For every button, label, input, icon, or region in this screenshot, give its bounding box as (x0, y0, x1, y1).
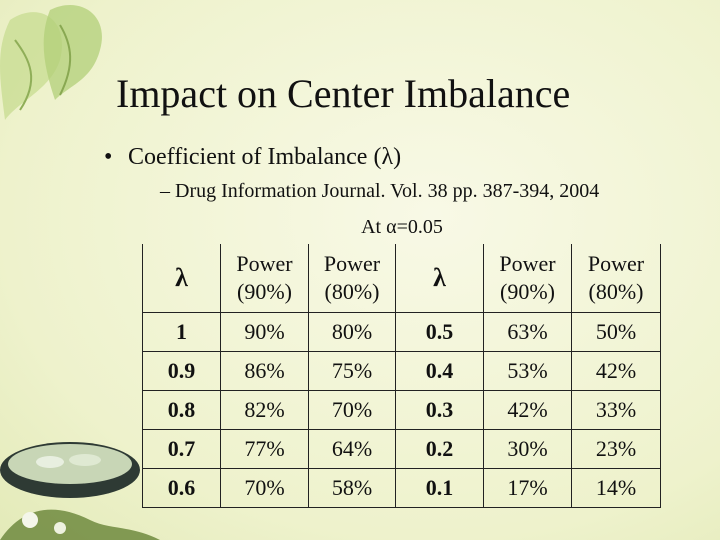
table-cell: 50% (571, 312, 661, 352)
table-cell: 42% (483, 390, 572, 430)
lambda-cell: 1 (142, 312, 221, 352)
table-cell: 70% (308, 390, 396, 430)
table-cell: 82% (220, 390, 309, 430)
header-line: Power (323, 251, 381, 276)
header-cell: Power (80%) (571, 244, 661, 313)
header-lambda: λ (433, 262, 446, 292)
table-cell: 42% (571, 351, 661, 391)
table-cell: 14% (571, 468, 661, 508)
header-line: (90%) (500, 279, 555, 304)
table-row: 0.6 70% 58% 0.1 17% 14% (142, 468, 661, 508)
header-line: (90%) (237, 279, 292, 304)
header-line: (80%) (324, 279, 380, 304)
table-cell: 70% (220, 468, 309, 508)
header-cell: Power (80%) (308, 244, 396, 313)
lambda-cell: 0.5 (395, 312, 484, 352)
bullet-dot-icon: • (104, 144, 113, 170)
header-cell: λ (395, 244, 484, 313)
lambda-cell: 0.7 (142, 429, 221, 469)
power-table: λ Power (90%) Power (80%) λ Power (90%) Pow… (142, 244, 661, 508)
table-cell: 64% (308, 429, 396, 469)
lambda-cell: 0.1 (395, 468, 484, 508)
lambda-cell: 0.8 (142, 390, 221, 430)
table-cell: 53% (483, 351, 572, 391)
header-cell: Power (90%) (483, 244, 572, 313)
table-cell: 90% (220, 312, 309, 352)
table-cell: 80% (308, 312, 396, 352)
table-row: 1 90% 80% 0.5 63% 50% (142, 312, 661, 352)
lambda-cell: 0.3 (395, 390, 484, 430)
lambda-cell: 0.6 (142, 468, 221, 508)
table-header-row: λ Power (90%) Power (80%) λ Power (90%) Pow… (142, 244, 661, 313)
header-line: (80%) (588, 279, 644, 304)
table-cell: 75% (308, 351, 396, 391)
leaf-icon (0, 4, 102, 121)
header-line: Power (236, 251, 293, 276)
header-line: Power (587, 251, 645, 276)
table-row: 0.8 82% 70% 0.3 42% 33% (142, 390, 661, 430)
table-row: 0.9 86% 75% 0.4 53% 42% (142, 351, 661, 391)
bullet-main-text: Coefficient of Imbalance (λ) (128, 144, 402, 170)
lambda-cell: 0.9 (142, 351, 221, 391)
lambda-cell: 0.2 (395, 429, 484, 469)
table-row: 0.7 77% 64% 0.2 30% 23% (142, 429, 661, 469)
header-cell: Power (90%) (220, 244, 309, 313)
bullet-main: • Coefficient of Imbalance (λ) (104, 142, 401, 172)
header-line: Power (499, 251, 556, 276)
table-cell: 58% (308, 468, 396, 508)
alpha-note: At α=0.05 (361, 216, 443, 238)
slide-title: Impact on Center Imbalance (116, 71, 571, 116)
header-lambda: λ (175, 262, 188, 292)
bowl-icon (0, 442, 160, 540)
table-cell: 86% (220, 351, 309, 391)
bullet-sub: – Drug Information Journal. Vol. 38 pp. … (160, 180, 600, 202)
table-cell: 77% (220, 429, 309, 469)
table-cell: 23% (571, 429, 661, 469)
table-cell: 30% (483, 429, 572, 469)
table-cell: 17% (483, 468, 572, 508)
header-cell: λ (142, 244, 221, 313)
table-cell: 33% (571, 390, 661, 430)
lambda-cell: 0.4 (395, 351, 484, 391)
table-cell: 63% (483, 312, 572, 352)
